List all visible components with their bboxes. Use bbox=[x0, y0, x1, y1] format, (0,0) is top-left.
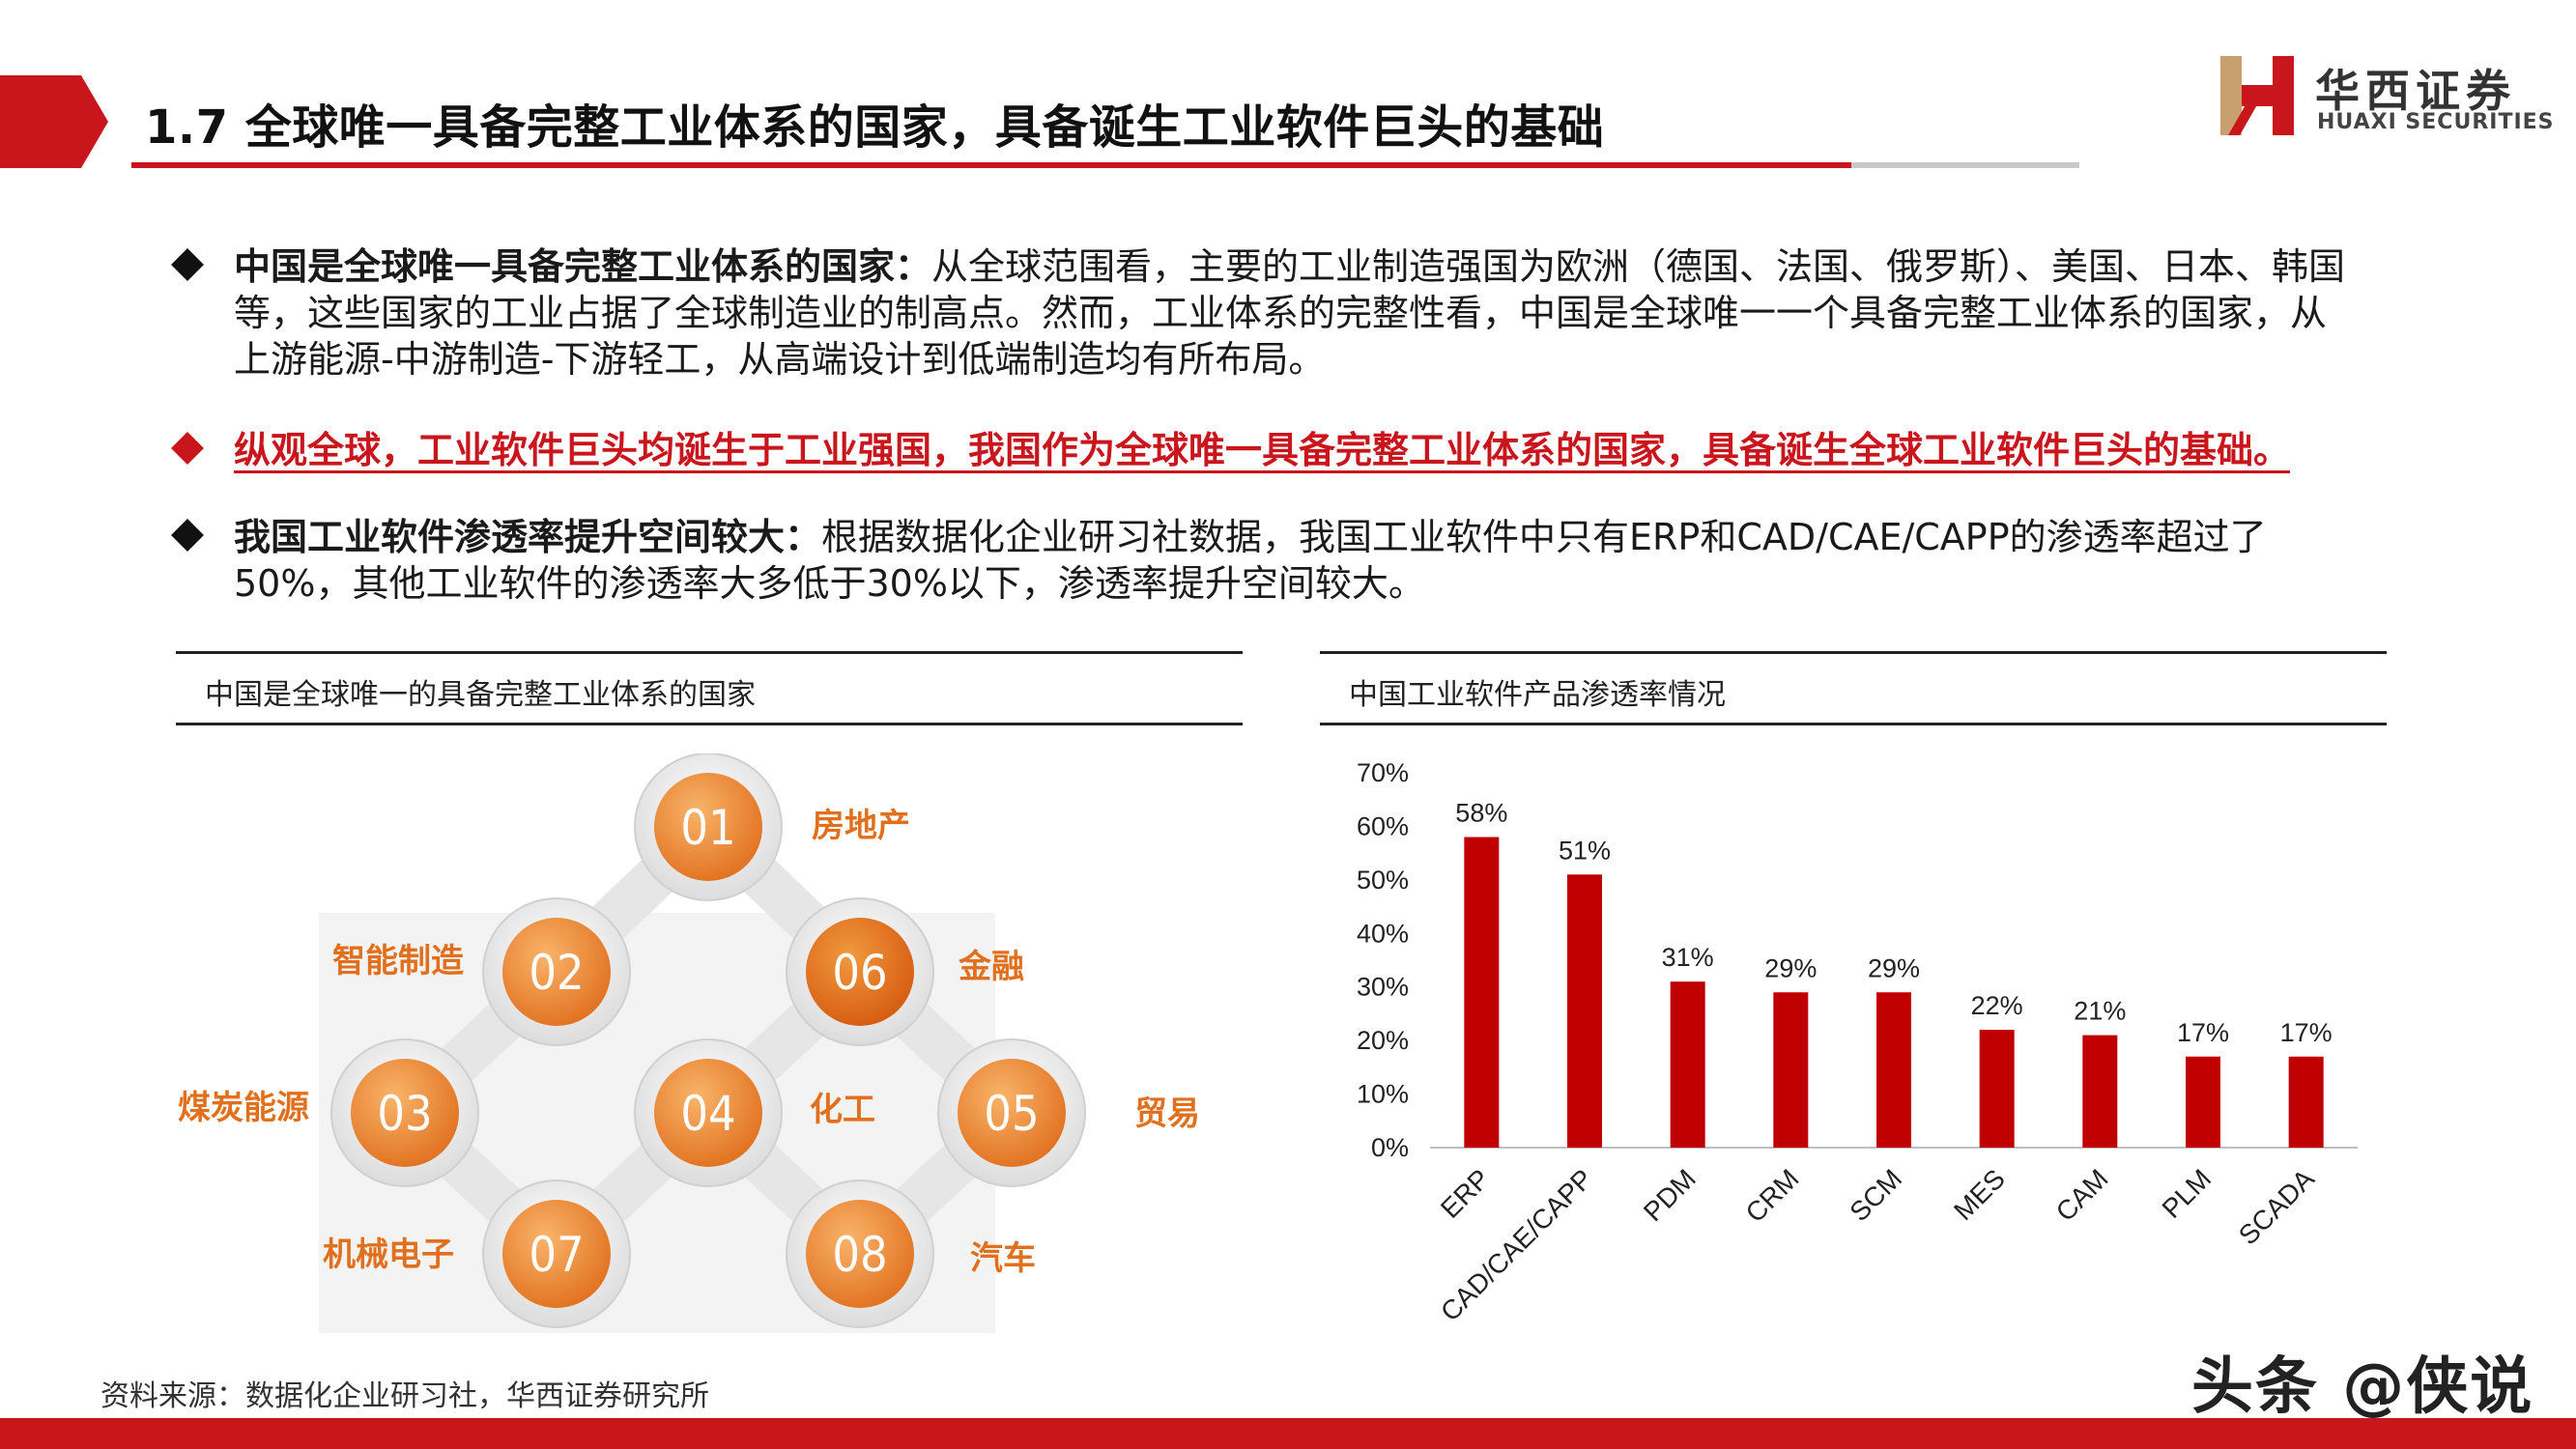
bullet-3-body: 根据数据化企业研习社数据，我国工业软件中只有ERP和CAD/CAE/CAPP的渗… bbox=[234, 516, 2267, 605]
category-label: PLM bbox=[2157, 1163, 2218, 1224]
svg-text:化工: 化工 bbox=[810, 1091, 875, 1129]
svg-text:05: 05 bbox=[984, 1086, 1039, 1142]
left-panel-bottom-rule bbox=[176, 723, 1243, 725]
svg-text:煤炭能源: 煤炭能源 bbox=[178, 1089, 309, 1127]
y-tick-label: 0% bbox=[1371, 1133, 1409, 1162]
y-tick-label: 30% bbox=[1357, 973, 1409, 1002]
diagram-node-08: 08 汽车 bbox=[786, 1179, 1036, 1328]
category-label: SCADA bbox=[2233, 1163, 2320, 1250]
company-logo: 华西证券 HUAXI SECURITIES bbox=[2218, 52, 2554, 145]
bullet-3-lead: 我国工业软件渗透率提升空间较大： bbox=[234, 516, 822, 558]
svg-text:03: 03 bbox=[377, 1086, 432, 1142]
diagram-node-06: 06 金融 bbox=[786, 897, 1024, 1046]
bullet-1-body: 从全球范围看，主要的工业制造强国为欧洲（德国、法国、俄罗斯）、美国、日本、韩国等… bbox=[234, 245, 2346, 381]
data-label: 22% bbox=[1971, 991, 2023, 1020]
y-tick-label: 50% bbox=[1357, 866, 1409, 895]
bullet-3: 我国工业软件渗透率提升空间较大：根据数据化企业研习社数据，我国工业软件中只有ER… bbox=[171, 514, 2360, 607]
category-label: ERP bbox=[1435, 1163, 1496, 1224]
left-panel-top-rule bbox=[176, 651, 1243, 654]
source-note: 资料来源：数据化企业研习社，华西证券研究所 bbox=[100, 1379, 709, 1413]
svg-text:08: 08 bbox=[832, 1227, 887, 1283]
data-label: 29% bbox=[1868, 953, 1920, 982]
right-panel-bottom-rule bbox=[1320, 723, 2387, 725]
right-panel-top-rule bbox=[1320, 651, 2387, 654]
diamond-bullet-icon bbox=[171, 432, 204, 465]
category-label: CAM bbox=[2050, 1163, 2114, 1227]
svg-text:06: 06 bbox=[832, 945, 887, 1001]
y-tick-label: 20% bbox=[1357, 1026, 1409, 1055]
svg-text:01: 01 bbox=[680, 800, 735, 856]
svg-text:房地产: 房地产 bbox=[812, 807, 910, 845]
diagram-node-01: 01 房地产 bbox=[634, 753, 910, 901]
y-tick-label: 40% bbox=[1357, 919, 1409, 948]
category-label: CRM bbox=[1740, 1163, 1805, 1228]
svg-text:07: 07 bbox=[529, 1227, 584, 1283]
title-underline-gray bbox=[1851, 162, 2079, 168]
svg-text:02: 02 bbox=[529, 945, 584, 1001]
bullet-2: 纵观全球，工业软件巨头均诞生于工业强国，我国作为全球唯一具备完整工业体系的国家，… bbox=[171, 427, 2360, 473]
y-tick-label: 70% bbox=[1357, 758, 1409, 787]
svg-text:04: 04 bbox=[680, 1086, 735, 1142]
diagram-node-04: 04 化工 bbox=[634, 1038, 875, 1187]
diamond-bullet-icon bbox=[171, 519, 204, 552]
logo-text-cn: 华西证券 bbox=[2315, 65, 2516, 117]
category-label: MES bbox=[1948, 1163, 2011, 1226]
data-label: 58% bbox=[1455, 799, 1507, 828]
svg-text:汽车: 汽车 bbox=[970, 1239, 1036, 1278]
bar-cadcaecapp bbox=[1567, 874, 1602, 1148]
title-underline bbox=[131, 162, 1851, 168]
huaxi-logo-icon bbox=[2220, 56, 2294, 135]
category-label: SCM bbox=[1844, 1163, 1907, 1227]
data-label: 51% bbox=[1559, 836, 1611, 865]
bullet-1-lead: 中国是全球唯一具备完整工业体系的国家： bbox=[234, 245, 932, 288]
bar-erp bbox=[1464, 837, 1500, 1148]
y-tick-label: 60% bbox=[1357, 811, 1409, 840]
diagram-node-03: 03 煤炭能源 bbox=[178, 1038, 479, 1187]
diamond-bullet-icon bbox=[171, 248, 204, 281]
header-arrow-icon bbox=[0, 75, 108, 168]
svg-text:机械电子: 机械电子 bbox=[323, 1236, 454, 1274]
page-title: 1.7 全球唯一具备完整工业体系的国家，具备诞生工业软件巨头的基础 bbox=[145, 100, 1605, 155]
bar-plm bbox=[2186, 1056, 2220, 1148]
diagram-node-02: 02 智能制造 bbox=[332, 897, 631, 1046]
diagram-node-05: 05 贸易 bbox=[937, 1038, 1200, 1187]
bar-pdm bbox=[1670, 981, 1705, 1148]
svg-text:贸易: 贸易 bbox=[1134, 1094, 1200, 1133]
bar-scada bbox=[2288, 1056, 2324, 1148]
left-panel-caption: 中国是全球唯一的具备完整工业体系的国家 bbox=[205, 678, 756, 712]
data-label: 17% bbox=[2280, 1018, 2333, 1047]
svg-text:金融: 金融 bbox=[958, 948, 1024, 986]
watermark: 头条 @侠说 bbox=[2191, 1351, 2534, 1423]
logo-text-en: HUAXI SECURITIES bbox=[2317, 110, 2555, 134]
penetration-bar-chart: 0%10%20%30%40%50%60%70%58%ERP51%CAD/CAE/… bbox=[1357, 758, 2358, 1327]
bar-scm bbox=[1876, 992, 1911, 1148]
bullet-2-lead: 纵观全球，工业软件巨头均诞生于工业强国，我国作为全球唯一具备完整工业体系的国家，… bbox=[234, 429, 2291, 471]
bar-mes bbox=[1979, 1030, 2015, 1148]
footer-bar bbox=[0, 1418, 2576, 1449]
y-tick-label: 10% bbox=[1357, 1080, 1409, 1109]
data-label: 31% bbox=[1662, 943, 1714, 972]
right-panel-caption: 中国工业软件产品渗透率情况 bbox=[1349, 678, 1726, 712]
data-label: 17% bbox=[2177, 1018, 2229, 1047]
svg-text:智能制造: 智能制造 bbox=[332, 942, 464, 980]
data-label: 29% bbox=[1764, 953, 1817, 982]
bullet-1: 中国是全球唯一具备完整工业体系的国家：从全球范围看，主要的工业制造强国为欧洲（德… bbox=[171, 243, 2360, 383]
data-label: 21% bbox=[2074, 997, 2126, 1026]
industry-system-diagram: 01 房地产 02 智能制造 06 金融 03 煤炭能源 04 化工 05 贸易… bbox=[178, 753, 1200, 1333]
category-label: PDM bbox=[1638, 1163, 1702, 1227]
bar-cam bbox=[2082, 1035, 2118, 1148]
bar-crm bbox=[1773, 992, 1809, 1148]
diagram-node-07: 07 机械电子 bbox=[323, 1179, 631, 1328]
